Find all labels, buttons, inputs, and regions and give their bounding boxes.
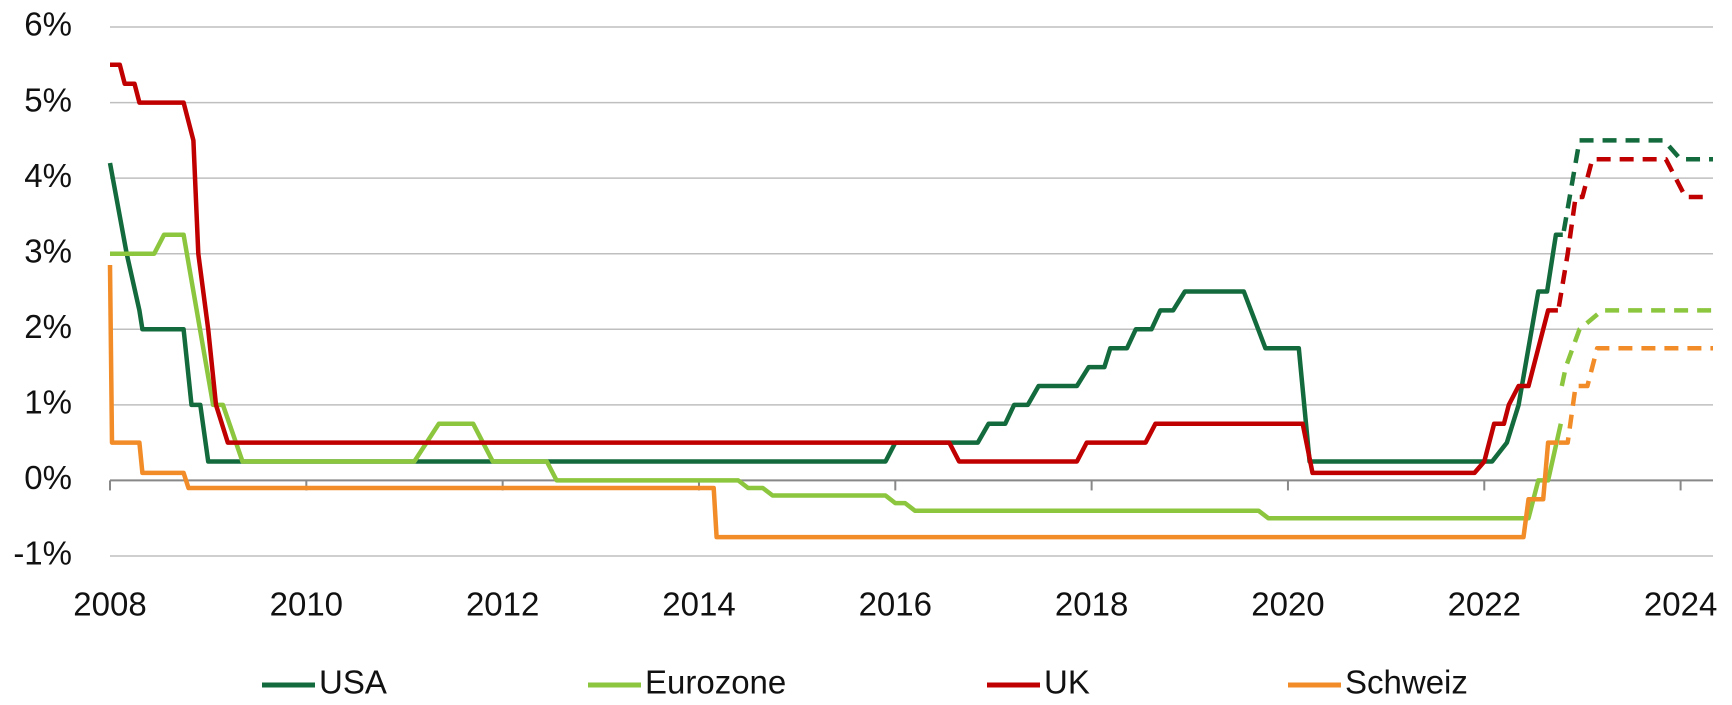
forecast-line: [1558, 345, 1713, 445]
series-line: [107, 264, 1558, 540]
x-tick-label: 2020: [1251, 586, 1324, 623]
legend-label: UK: [1044, 664, 1090, 701]
forecast-line: [1561, 138, 1713, 232]
x-tick-label: 2010: [270, 586, 343, 623]
x-tick-label: 2018: [1055, 586, 1128, 623]
x-tick-label: 2022: [1448, 586, 1521, 623]
series-line: [110, 232, 1563, 521]
y-tick-label: 6%: [24, 6, 72, 43]
x-tick-label: 2008: [73, 586, 146, 623]
forecast-line: [1559, 308, 1713, 387]
x-tick-label: 2012: [466, 586, 539, 623]
y-tick-label: 3%: [24, 232, 72, 269]
y-tick-label: 4%: [24, 157, 72, 194]
legend-label: Schweiz: [1345, 664, 1468, 701]
series-line: [107, 162, 1563, 464]
y-tick-label: 0%: [24, 459, 72, 496]
x-tick-label: 2016: [859, 586, 932, 623]
x-tick-label: 2024: [1644, 586, 1717, 623]
y-tick-label: 5%: [24, 81, 72, 118]
legend-label: Eurozone: [645, 664, 786, 701]
series-line: [110, 62, 1558, 476]
forecast-line: [1556, 157, 1708, 307]
x-tick-label: 2014: [662, 586, 735, 623]
y-tick-label: -1%: [13, 535, 72, 572]
legend-label: USA: [319, 664, 387, 701]
y-tick-label: 2%: [24, 308, 72, 345]
y-tick-label: 1%: [24, 384, 72, 421]
